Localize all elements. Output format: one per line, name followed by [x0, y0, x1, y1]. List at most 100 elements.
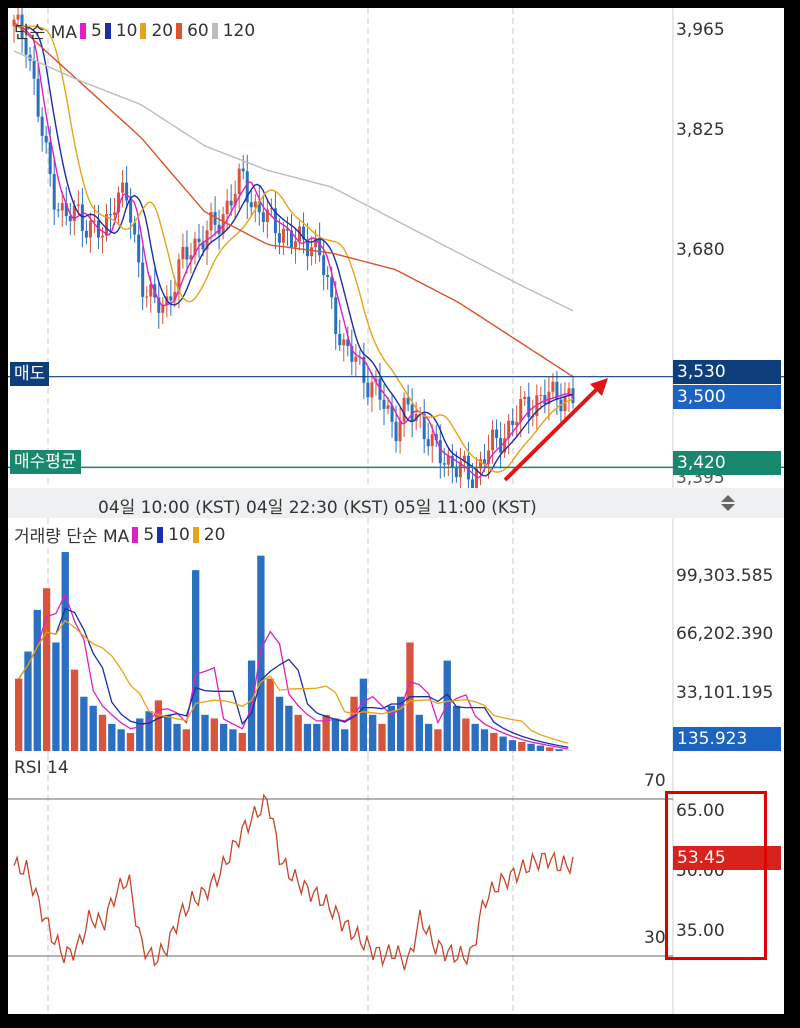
- price-candle: [76, 204, 80, 206]
- volume-bar: [275, 696, 284, 751]
- price-candle: [555, 381, 559, 400]
- ma5-label: 5: [90, 20, 102, 41]
- volume-bar: [322, 714, 330, 751]
- price-candle: [257, 201, 261, 213]
- price-candle: [253, 201, 257, 208]
- price-candle: [487, 450, 491, 464]
- volume-bar: [126, 732, 135, 751]
- price-candle: [386, 405, 390, 409]
- vol-ma5-line: [18, 592, 569, 750]
- price-candle: [495, 429, 499, 439]
- price-candle: [281, 228, 285, 243]
- current-price-tag: 3,500: [673, 385, 781, 409]
- price-candle: [68, 216, 72, 222]
- price-candle: [362, 356, 366, 383]
- price-candle: [446, 455, 450, 465]
- price-candle: [458, 461, 462, 478]
- price-candle: [302, 226, 306, 240]
- volume-bar: [98, 714, 107, 751]
- price-candle: [374, 378, 378, 383]
- price-candle: [145, 296, 149, 298]
- ma20-line: [14, 25, 574, 473]
- price-candle: [269, 208, 273, 210]
- volume-bar: [359, 678, 368, 751]
- price-tick-3965: 3,965: [676, 20, 725, 40]
- price-candle: [483, 459, 487, 464]
- price-candle: [394, 421, 398, 442]
- time-axis-bar[interactable]: 04일 10:00 (KST) 04일 22:30 (KST) 05일 11:0…: [8, 488, 784, 518]
- price-candle: [129, 200, 133, 223]
- volume-bar: [471, 723, 479, 751]
- volume-bar: [490, 732, 498, 751]
- price-candle: [450, 455, 454, 468]
- volume-bar: [518, 741, 526, 751]
- price-candle: [426, 439, 430, 447]
- time-axis-labels: 04일 10:00 (KST) 04일 22:30 (KST) 05일 11:0…: [98, 498, 537, 518]
- price-candle: [354, 356, 358, 362]
- price-candle: [499, 438, 503, 453]
- ma20-label: 20: [151, 20, 174, 41]
- ma20-swatch: [140, 22, 147, 39]
- price-candle: [60, 203, 64, 211]
- price-candle: [149, 284, 153, 297]
- volume-bar: [238, 732, 246, 751]
- vol-ma10-label: 10: [168, 524, 190, 545]
- price-candle: [310, 247, 314, 257]
- price-candle: [265, 209, 269, 222]
- rsi-level-70: 70: [644, 771, 666, 791]
- volume-bar: [173, 723, 181, 751]
- rsi-chart[interactable]: [8, 755, 784, 1014]
- ma10-line: [14, 25, 574, 477]
- volume-chart[interactable]: [8, 518, 784, 755]
- volume-bar: [182, 729, 191, 751]
- price-candle: [366, 382, 370, 398]
- price-candle: [197, 238, 201, 242]
- trend-arrow-head: [590, 378, 608, 396]
- price-candle: [141, 262, 145, 297]
- price-candle: [515, 421, 519, 426]
- volume-bar: [201, 714, 209, 751]
- volume-bar: [331, 718, 340, 751]
- price-candle: [539, 394, 543, 396]
- price-candle: [24, 38, 28, 55]
- ma120-line: [13, 50, 574, 312]
- volume-legend: 거래량 단순 MA 5 10 20: [14, 522, 225, 548]
- scale-toggle-icon[interactable]: [718, 493, 738, 513]
- price-candle: [133, 222, 137, 235]
- volume-bar: [136, 718, 144, 751]
- price-candle: [193, 238, 197, 256]
- price-candle: [322, 255, 326, 276]
- volume-bar: [229, 729, 237, 751]
- price-candle: [249, 202, 253, 208]
- price-candle: [370, 382, 374, 398]
- trend-arrow: [503, 386, 600, 482]
- volume-tick-2: 66,202.390: [676, 624, 774, 644]
- price-candle: [330, 277, 334, 298]
- price-candle: [113, 212, 117, 216]
- price-candle: [161, 304, 165, 313]
- volume-bar: [527, 743, 535, 751]
- price-candle: [72, 205, 76, 222]
- price-candle: [342, 339, 346, 346]
- volume-bar: [303, 723, 312, 751]
- price-candle: [277, 233, 281, 243]
- volume-bar: [266, 678, 274, 751]
- price-candle: [181, 246, 185, 260]
- avg-buy-price-tag: 3,420: [673, 451, 781, 475]
- volume-bar: [145, 711, 153, 751]
- price-tick-3680: 3,680: [676, 240, 725, 260]
- vol-ma10-line: [18, 607, 569, 748]
- volume-bar: [350, 696, 358, 751]
- price-candle: [125, 182, 129, 201]
- price-candle: [462, 455, 466, 462]
- price-candle: [402, 397, 406, 422]
- volume-bar: [89, 705, 97, 751]
- volume-bar: [424, 723, 433, 751]
- volume-bar: [434, 729, 442, 751]
- price-candle: [326, 275, 330, 278]
- price-candle: [491, 429, 495, 451]
- price-candle: [511, 420, 515, 426]
- volume-bar: [508, 740, 517, 751]
- price-chart[interactable]: [8, 8, 784, 488]
- price-candle: [245, 171, 249, 203]
